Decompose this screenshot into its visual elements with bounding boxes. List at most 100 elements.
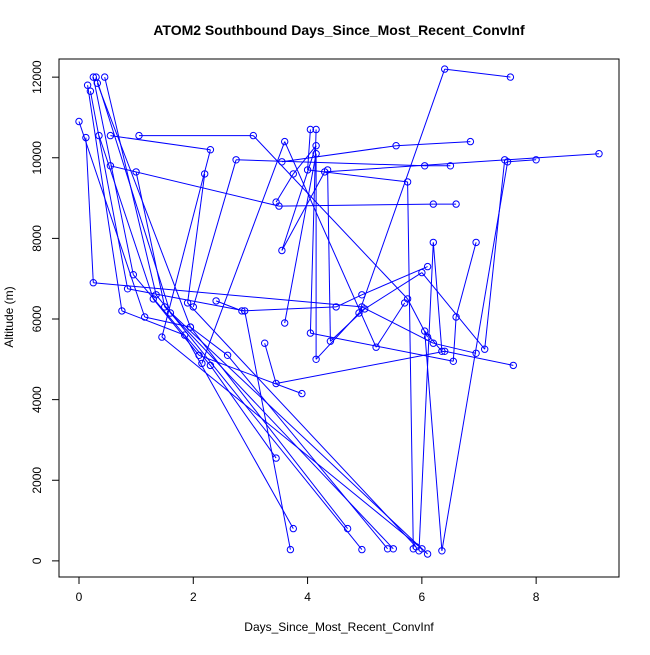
data-point (303, 166, 312, 174)
y-tick-label: 12000 (30, 60, 44, 94)
profile-segment (184, 334, 294, 529)
data-point (189, 303, 198, 311)
data-point (509, 361, 517, 370)
profile-segment (121, 310, 185, 336)
profile-segment (170, 312, 394, 550)
profile-segment (198, 354, 303, 395)
profile-22 (303, 125, 417, 553)
data-point (438, 547, 446, 555)
data-point (183, 299, 192, 307)
data-point (281, 137, 289, 146)
plot-frame (58, 58, 620, 578)
y-axis: 0 2000 4000 6000 8000 10000 12000 (30, 60, 60, 564)
profile-segment (307, 169, 408, 183)
profile-segment (252, 135, 408, 300)
y-tick-label: 2000 (30, 467, 44, 494)
profile-11 (106, 162, 460, 210)
profile-23 (306, 125, 480, 365)
profile-segment (284, 153, 317, 324)
profile-17 (198, 137, 409, 368)
data-point (312, 125, 320, 134)
data-point (312, 355, 320, 363)
profile-7 (93, 79, 352, 533)
data-point (423, 262, 432, 271)
profile-8 (95, 131, 306, 398)
y-tick-label: 8000 (30, 225, 44, 252)
profile-segment (424, 330, 443, 352)
profile-segment (358, 68, 446, 314)
data-point (306, 329, 315, 337)
data-point (232, 156, 240, 164)
profile-segment (92, 77, 134, 275)
profile-segment (85, 137, 94, 283)
profile-segment (98, 135, 154, 300)
profile-segment (110, 165, 280, 207)
data-point (332, 303, 340, 311)
profile-segment (275, 173, 294, 203)
data-point (421, 327, 429, 335)
data-point (278, 158, 286, 166)
profile-segment (396, 141, 471, 147)
data-point (101, 73, 109, 81)
data-point (261, 339, 269, 347)
profile-10 (106, 131, 426, 553)
profile-segment (444, 68, 511, 78)
data-point (186, 323, 195, 331)
profile-9 (101, 73, 366, 554)
profile-segment (276, 350, 445, 384)
profile-5 (89, 73, 280, 462)
profile-segment (432, 242, 443, 352)
profile-segment (227, 354, 388, 550)
data-point (306, 125, 315, 134)
data-point (158, 333, 166, 341)
data-point (595, 150, 603, 158)
profile-segment (241, 306, 337, 312)
data-point (238, 307, 246, 315)
data-point (326, 337, 335, 345)
data-point (446, 162, 455, 170)
data-point (481, 345, 489, 353)
profile-25 (415, 156, 540, 555)
data-point (355, 309, 363, 317)
x-tick-label: 2 (190, 590, 197, 604)
data-point (278, 246, 286, 255)
data-point (212, 297, 220, 305)
data-point (392, 142, 400, 150)
profile-19 (278, 137, 475, 166)
profile-segment (292, 145, 317, 175)
profile-segment (281, 145, 317, 251)
data-point (166, 309, 175, 317)
profile-segment (190, 326, 348, 529)
profile-segment (307, 129, 311, 170)
data-point (198, 359, 206, 368)
profile-segment (330, 308, 366, 342)
profile-segment (187, 173, 206, 303)
data-point (383, 545, 392, 553)
profile-segment (441, 161, 509, 551)
data-point (106, 162, 115, 170)
data-point (206, 146, 215, 154)
profile-15 (189, 156, 455, 311)
data-point (361, 305, 369, 313)
data-point (286, 545, 295, 554)
data-point (429, 200, 437, 208)
profile-segment (327, 169, 331, 342)
profile-segment (104, 76, 157, 295)
profile-segment (407, 181, 414, 549)
profile-16 (212, 262, 432, 315)
data-point (358, 545, 366, 554)
profile-segment (324, 153, 600, 173)
axes: 0 2 4 6 8 0 2000 4000 6000 8000 10000 12000 (30, 60, 540, 604)
profile-segment (507, 159, 537, 163)
profile-segment (87, 85, 123, 311)
data-point (452, 200, 460, 208)
profile-segment (452, 316, 457, 362)
data-point (423, 550, 432, 558)
profile-segment (152, 298, 200, 356)
data-point (123, 285, 132, 293)
profile-segment (455, 242, 477, 318)
x-tick-label: 0 (76, 590, 83, 604)
x-axis-label: Days_Since_Most_Recent_ConvInf (244, 620, 434, 634)
data-point (289, 524, 297, 533)
